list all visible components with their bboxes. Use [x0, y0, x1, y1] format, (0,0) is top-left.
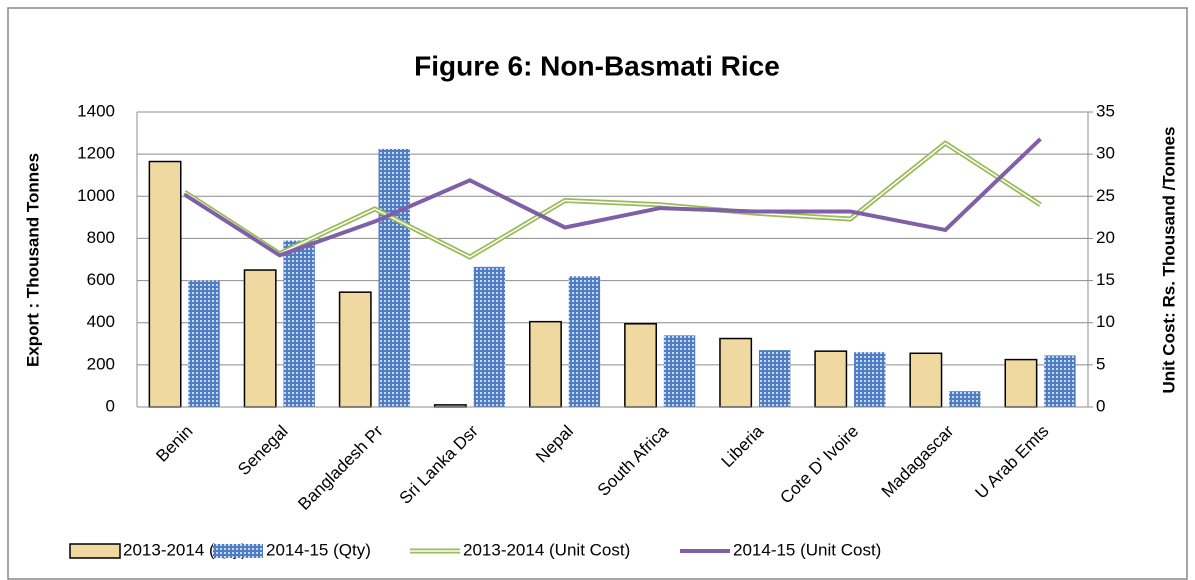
- bar: [188, 280, 220, 407]
- bar: [283, 240, 315, 407]
- bar: [949, 391, 981, 407]
- y2-tick-label: 15: [1096, 270, 1115, 289]
- bar: [529, 320, 562, 408]
- y2-tick-label: 30: [1096, 144, 1115, 163]
- y2-tick-label: 25: [1096, 186, 1115, 205]
- y-tick-label: 1200: [77, 144, 115, 163]
- y-tick-label: 400: [87, 312, 115, 331]
- y2-tick-label: 5: [1096, 354, 1105, 373]
- y-tick-label: 200: [87, 354, 115, 373]
- bar: [909, 352, 943, 408]
- y-tick-label: 800: [87, 228, 115, 247]
- bar: [624, 323, 657, 408]
- bar: [338, 291, 372, 408]
- y-tick-label: 600: [87, 270, 115, 289]
- y-tick-label: 0: [106, 396, 115, 415]
- bar: [378, 148, 410, 407]
- y-tick-label: 1400: [77, 101, 115, 120]
- line: [183, 137, 1042, 258]
- bar: [243, 269, 277, 408]
- y2-axis-title: Unit Cost: Rs. Thousand /Tonnes: [1159, 127, 1178, 394]
- bar: [719, 337, 753, 408]
- chart-title: Figure 6: Non-Basmati Rice: [414, 50, 780, 81]
- y2-tick-label: 35: [1096, 101, 1115, 120]
- y-axis-title: Export : Thousand Tonnes: [23, 153, 42, 367]
- legend-swatch: [213, 544, 263, 558]
- bar: [148, 160, 182, 408]
- legend-label: 2014-15 (Unit Cost): [733, 540, 881, 559]
- bar: [568, 276, 601, 407]
- bar: [758, 350, 791, 407]
- bar: [1004, 358, 1038, 408]
- legend-label: 2014-15 (Qty): [266, 540, 371, 559]
- bar: [854, 352, 886, 407]
- bar: [1044, 355, 1076, 407]
- legend-swatch: [69, 543, 121, 559]
- y-tick-label: 1000: [77, 186, 115, 205]
- y2-tick-label: 0: [1096, 396, 1105, 415]
- line-inner: [184, 142, 1041, 258]
- bar: [814, 350, 848, 408]
- bar: [473, 266, 506, 407]
- bar: [663, 335, 696, 407]
- y2-tick-label: 20: [1096, 228, 1115, 247]
- legend-label: 2013-2014 (Unit Cost): [463, 540, 630, 559]
- y2-tick-label: 10: [1096, 312, 1115, 331]
